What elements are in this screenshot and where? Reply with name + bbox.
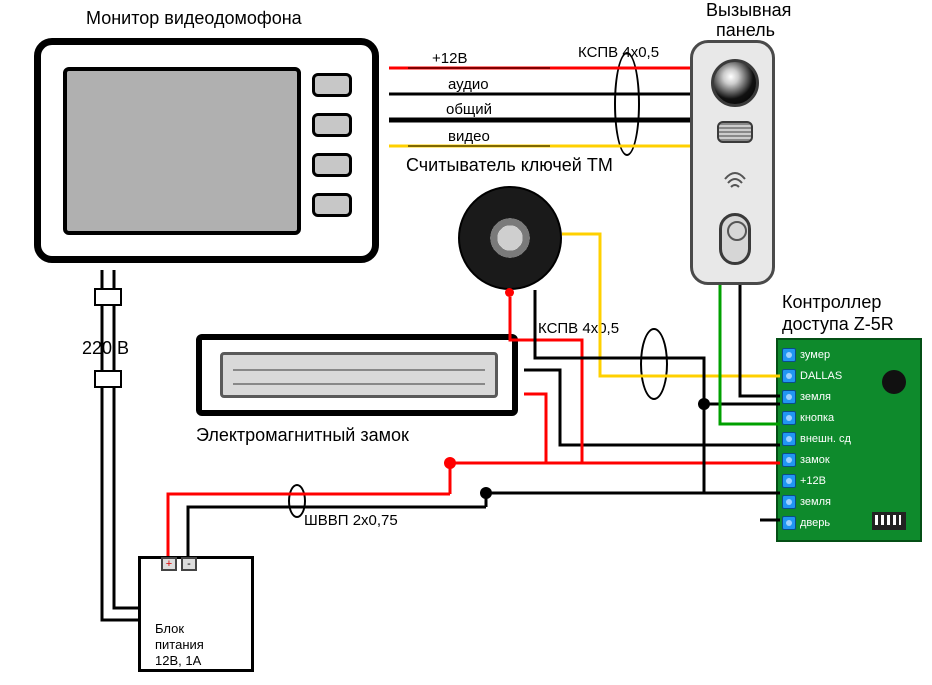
controller-pin-label-0: зумер <box>800 349 830 361</box>
controller-pin-8 <box>782 516 796 530</box>
buzzer-icon <box>882 370 906 394</box>
callpanel-title-1: Вызывная <box>706 0 791 21</box>
tm-reader-device <box>458 186 562 290</box>
controller-pin-2 <box>782 390 796 404</box>
controller-pin-label-6: +12В <box>800 475 826 487</box>
junction-black-2 <box>480 487 492 499</box>
cable-shield-1 <box>614 52 640 156</box>
controller-title-1: Контроллер <box>782 292 881 313</box>
controller-title-2: доступа Z-5R <box>782 314 894 335</box>
controller-pin-label-7: земля <box>800 496 831 508</box>
maglock-title: Электромагнитный замок <box>196 425 409 446</box>
controller-pin-label-3: кнопка <box>800 412 834 424</box>
controller-pin-3 <box>782 411 796 425</box>
monitor-device <box>34 38 379 263</box>
junction-red <box>444 457 456 469</box>
controller-pin-label-2: земля <box>800 391 831 403</box>
call-panel-device <box>690 40 775 285</box>
speaker-icon <box>717 121 753 143</box>
tm-reader-title: Считыватель ключей ТМ <box>406 155 613 176</box>
controller-pin-label-4: внешн. сд <box>800 433 851 445</box>
controller-pin-5 <box>782 453 796 467</box>
tm-reader-led <box>505 288 514 297</box>
dip-switch-icon <box>872 512 906 530</box>
wire-label-video: видео <box>448 128 490 145</box>
maglock-plate <box>220 352 498 398</box>
cable-label-1: КСПВ 4х0,5 <box>578 44 659 61</box>
psu-label-2: питания <box>155 637 204 652</box>
controller-pin-label-1: DALLAS <box>800 370 842 382</box>
monitor-title: Монитор видеодомофона <box>86 8 302 29</box>
controller-device: зумер DALLAS земля кнопка внешн. сд замок +12В… <box>776 338 922 542</box>
monitor-screen <box>63 67 301 235</box>
v220-label: 220 В <box>82 338 129 359</box>
controller-pin-7 <box>782 495 796 509</box>
psu-terminal-minus: - <box>181 557 197 571</box>
controller-pin-0 <box>782 348 796 362</box>
monitor-button-2 <box>312 113 352 137</box>
controller-pin-1 <box>782 369 796 383</box>
monitor-button-3 <box>312 153 352 177</box>
psu-label-1: Блок <box>155 621 184 636</box>
call-button-icon <box>719 213 751 265</box>
cable-label-3: ШВВП 2х0,75 <box>304 512 398 529</box>
wire-label-12v: +12В <box>432 50 467 67</box>
junction-black <box>698 398 710 410</box>
cable-label-2: КСПВ 4х0,5 <box>538 320 619 337</box>
callpanel-title-2: панель <box>716 20 775 41</box>
controller-pin-4 <box>782 432 796 446</box>
controller-pin-6 <box>782 474 796 488</box>
cable-shield-3 <box>288 484 306 518</box>
wiring-diagram: Монитор видеодомофона Вызывная панель Сч… <box>0 0 932 685</box>
monitor-button-4 <box>312 193 352 217</box>
psu-label-3: 12В, 1А <box>155 653 201 668</box>
controller-pin-label-8: дверь <box>800 517 830 529</box>
controller-pin-label-5: замок <box>800 454 830 466</box>
v220-box-top <box>94 288 122 306</box>
camera-icon <box>711 59 759 107</box>
monitor-button-1 <box>312 73 352 97</box>
v220-box-bottom <box>94 370 122 388</box>
psu-terminal-plus: + <box>161 557 177 571</box>
psu-device: + - Блок питания 12В, 1А <box>138 556 254 672</box>
wire-label-audio: аудио <box>448 76 489 93</box>
rfid-icon <box>721 155 749 191</box>
cable-shield-2 <box>640 328 668 400</box>
wire-label-common: общий <box>446 101 492 118</box>
maglock-device <box>196 334 518 416</box>
